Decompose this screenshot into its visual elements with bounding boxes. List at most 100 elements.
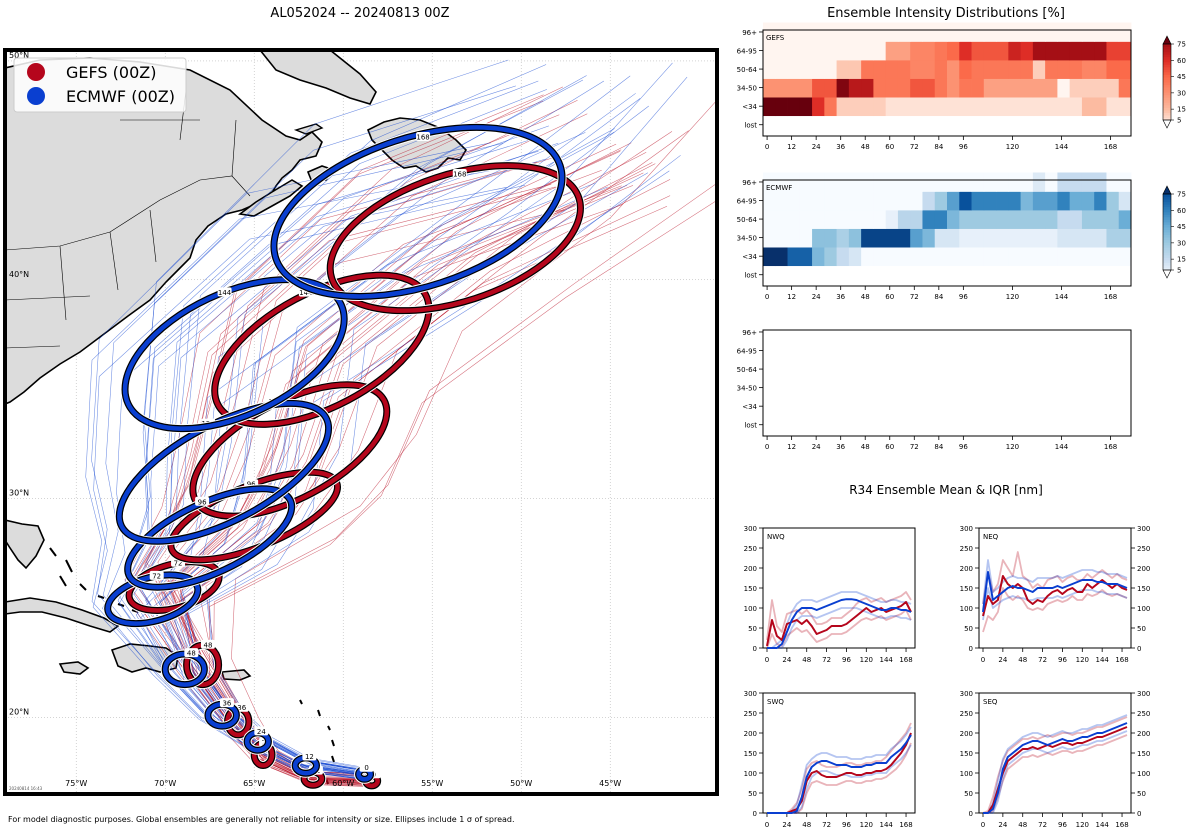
heatmap-cell — [1118, 228, 1132, 248]
heatmap-cell — [1069, 41, 1083, 61]
heatmap-ytick-label: 96+ — [742, 329, 757, 337]
r34-line-ecmwf-p25 — [767, 607, 912, 649]
heatmap-xtick-label: 0 — [765, 443, 769, 451]
heatmap-cell — [1057, 246, 1071, 267]
colorbar-step — [1163, 226, 1171, 230]
heatmap-cell — [1020, 246, 1034, 267]
heatmap-cell — [848, 22, 862, 42]
gefs-member-track — [209, 199, 717, 788]
heatmap-cell — [934, 96, 948, 117]
r34-line-gefs-mean — [983, 726, 1128, 814]
r34-line-ecmwf-mean — [982, 571, 1128, 613]
r34-line-ecmwf-p25 — [983, 730, 1128, 814]
heatmap-cell — [775, 59, 788, 79]
heatmap-cell — [922, 59, 936, 79]
heatmap-cell — [971, 78, 985, 98]
ellipse-hour-bg — [359, 762, 374, 772]
heatmap-cell — [1106, 209, 1120, 229]
ellipse-hour-bg — [254, 726, 269, 736]
heatmap-cell — [897, 22, 911, 42]
heatmap-ytick-label: 50-64 — [737, 66, 758, 74]
r34-ytick-label: 0 — [1137, 810, 1141, 818]
heatmap-cell — [1106, 41, 1120, 61]
r34-xtick-label: 168 — [899, 821, 912, 829]
heatmap-cell — [1020, 22, 1034, 42]
heatmap-cell — [787, 228, 801, 248]
heatmap-cell — [1057, 191, 1071, 211]
colorbar-step — [1163, 194, 1171, 198]
map-timestamp: 20240814 16:43 — [9, 786, 43, 791]
heatmap-xtick-label: 24 — [812, 443, 821, 451]
heatmap-cell — [873, 246, 887, 267]
ellipse-hour-bg — [452, 169, 467, 179]
heatmap-cell — [1057, 209, 1071, 229]
r34-quadrant-label: NEQ — [983, 533, 999, 541]
heatmap-cell — [910, 228, 923, 248]
heatmap-cell — [775, 246, 788, 267]
heatmap-cell — [934, 209, 948, 229]
colorbar-tick-label: 45 — [1177, 73, 1186, 81]
r34-xtick-label: 120 — [860, 821, 873, 829]
r34-ytick-label: 250 — [960, 710, 973, 718]
heatmap-cell — [959, 191, 972, 211]
heatmap-cell — [1008, 41, 1021, 61]
heatmap-cell — [1020, 59, 1034, 79]
heatmap-cell — [812, 22, 825, 42]
heatmap-cell — [775, 191, 788, 211]
heatmap-cell — [1069, 209, 1083, 229]
heatmap-cell — [996, 41, 1009, 61]
heatmap-cell — [996, 209, 1009, 229]
heatmap-cell — [1069, 172, 1083, 192]
colorbar-step — [1163, 221, 1171, 225]
ellipse-hour-text: 168 — [453, 171, 466, 179]
r34-ytick-label: 150 — [1137, 750, 1150, 758]
heatmap-frame — [762, 179, 1132, 287]
political-borders — [5, 89, 251, 349]
r34-ytick-label: 250 — [960, 545, 973, 553]
ellipse-hour-bg — [217, 287, 232, 297]
heatmap-cell — [836, 246, 850, 267]
heatmap-ytick-label: 50-64 — [737, 366, 758, 374]
heatmap-cell — [775, 228, 788, 248]
r34-ytick-label: 100 — [744, 605, 757, 613]
heatmap-cell — [812, 41, 825, 61]
gefs-member-track — [172, 172, 644, 784]
ellipse-hour-label: 48 — [184, 648, 199, 658]
colorbar-step — [1163, 112, 1171, 116]
heatmap-cell — [971, 191, 985, 211]
heatmap-cell — [1032, 22, 1046, 42]
heatmap-xtick-label: 120 — [1006, 443, 1019, 451]
colorbar-step — [1163, 44, 1171, 48]
colorbar-step — [1163, 92, 1171, 96]
r34-quadrant-label: NWQ — [767, 533, 785, 541]
heatmap-cell — [861, 191, 874, 211]
heatmap-cell — [873, 96, 887, 117]
r34-xtick-label: 72 — [822, 656, 831, 664]
colorbar-step — [1163, 211, 1171, 215]
heatmap-xtick-label: 12 — [787, 293, 796, 301]
heatmap-cell — [787, 41, 801, 61]
ellipse-hour-label: 168 — [452, 169, 467, 179]
heatmap-cell — [775, 172, 788, 192]
r34-ytick-label: 150 — [960, 750, 973, 758]
colorbar-step — [1163, 74, 1171, 78]
heatmap-cell — [873, 22, 887, 42]
heatmap-cell — [922, 246, 936, 267]
heatmap-cell — [1094, 246, 1107, 267]
heatmap-cell — [812, 209, 825, 229]
ellipse-hour-text: 24 — [257, 728, 266, 736]
ellipse-hour-text: 48 — [187, 650, 196, 658]
heatmap-xtick-label: 12 — [787, 443, 796, 451]
heatmap-cell — [1081, 22, 1095, 42]
heatmap-cell — [959, 228, 972, 248]
colorbar-step — [1163, 209, 1171, 213]
heatmap-cell — [763, 246, 776, 267]
heatmap-cell — [1094, 22, 1107, 42]
r34-ytick-label: 200 — [744, 565, 757, 573]
heatmap-cell — [996, 22, 1009, 42]
heatmap-cell — [1045, 191, 1058, 211]
ellipse-hour-label: 144 — [217, 287, 232, 297]
heatmap-cell — [983, 246, 997, 267]
ellipse-hour-label: 168 — [416, 132, 431, 142]
border-states-1 — [5, 209, 157, 349]
